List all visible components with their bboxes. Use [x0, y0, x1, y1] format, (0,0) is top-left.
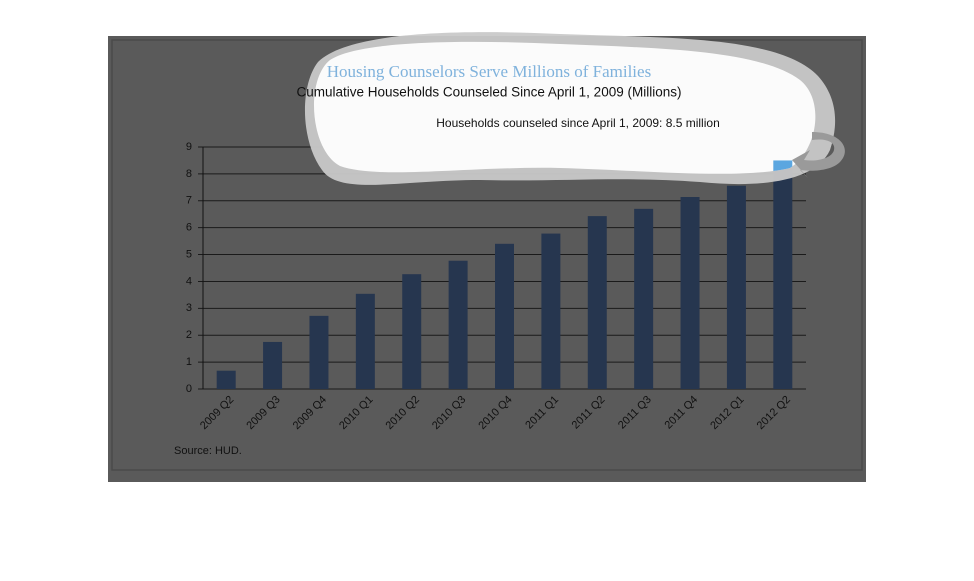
bar: [726, 185, 746, 389]
bar: [680, 197, 700, 389]
bar: [263, 341, 283, 389]
bar: [587, 216, 607, 389]
y-tick-label: 5: [186, 248, 192, 260]
bar: [541, 233, 561, 389]
y-tick-label: 8: [186, 168, 192, 180]
bar: [634, 208, 654, 389]
bars: [216, 160, 793, 389]
chart-title: Housing Counselors Serve Millions of Fam…: [327, 62, 651, 81]
callout-arrow: [792, 132, 845, 178]
bar: [773, 160, 793, 389]
y-tick-label: 7: [186, 195, 192, 207]
bar: [216, 370, 236, 389]
bar: [355, 293, 375, 389]
source-note: Source: HUD.: [174, 445, 242, 457]
bar: [448, 260, 468, 389]
y-tick-label: 0: [186, 383, 192, 395]
y-tick-label: 1: [186, 356, 192, 368]
callout: [313, 41, 816, 174]
bar: [309, 315, 329, 389]
annotation: Households counseled since April 1, 2009…: [436, 116, 720, 130]
bar: [495, 243, 514, 389]
y-tick-label: 2: [186, 329, 192, 341]
y-tick-label: 3: [186, 302, 192, 314]
y-tick-label: 6: [186, 222, 192, 234]
bar: [402, 274, 422, 389]
y-tick-label: 9: [186, 141, 192, 153]
y-tick-label: 4: [186, 275, 192, 287]
chart-subtitle: Cumulative Households Counseled Since Ap…: [297, 85, 682, 100]
